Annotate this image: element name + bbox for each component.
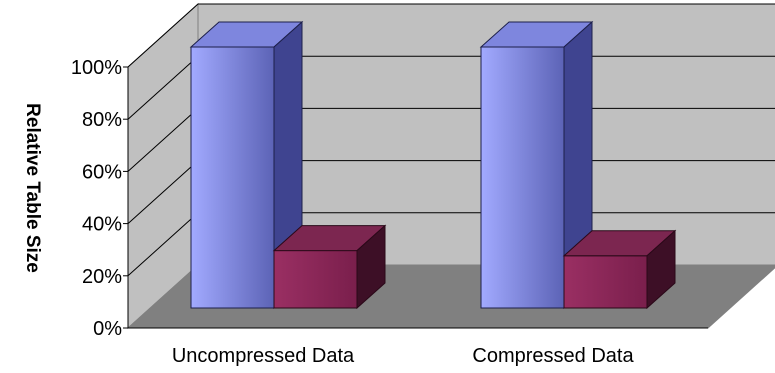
bar-front bbox=[563, 255, 648, 309]
y-tick-label: 0% bbox=[93, 318, 122, 340]
bar-side bbox=[356, 224, 386, 310]
bar-front bbox=[480, 46, 565, 309]
x-category-label: Uncompressed Data bbox=[172, 345, 355, 367]
bar-uncompressed-data-s0 bbox=[189, 20, 304, 310]
bar-compressed-data-s1 bbox=[562, 229, 677, 310]
y-tick-labels: 0% 20% 40% 60% 80% 100% bbox=[71, 57, 708, 340]
y-tick-label: 80% bbox=[82, 109, 122, 131]
y-axis-title: Relative Table Size bbox=[22, 103, 43, 273]
y-tick-label: 40% bbox=[82, 214, 122, 236]
x-category-label: Compressed Data bbox=[472, 345, 634, 367]
bar-uncompressed-data-s1 bbox=[272, 224, 387, 310]
bar-front bbox=[273, 250, 358, 309]
gridline-5 bbox=[127, 3, 775, 68]
bar-front bbox=[190, 46, 275, 309]
y-tick-label: 20% bbox=[82, 266, 122, 288]
x-category-labels: Uncompressed Data Compressed Data bbox=[172, 345, 635, 367]
y-tick-label: 60% bbox=[82, 161, 122, 183]
y-tick-label: 100% bbox=[71, 57, 122, 79]
bar-side bbox=[646, 229, 676, 310]
bars bbox=[189, 20, 677, 310]
